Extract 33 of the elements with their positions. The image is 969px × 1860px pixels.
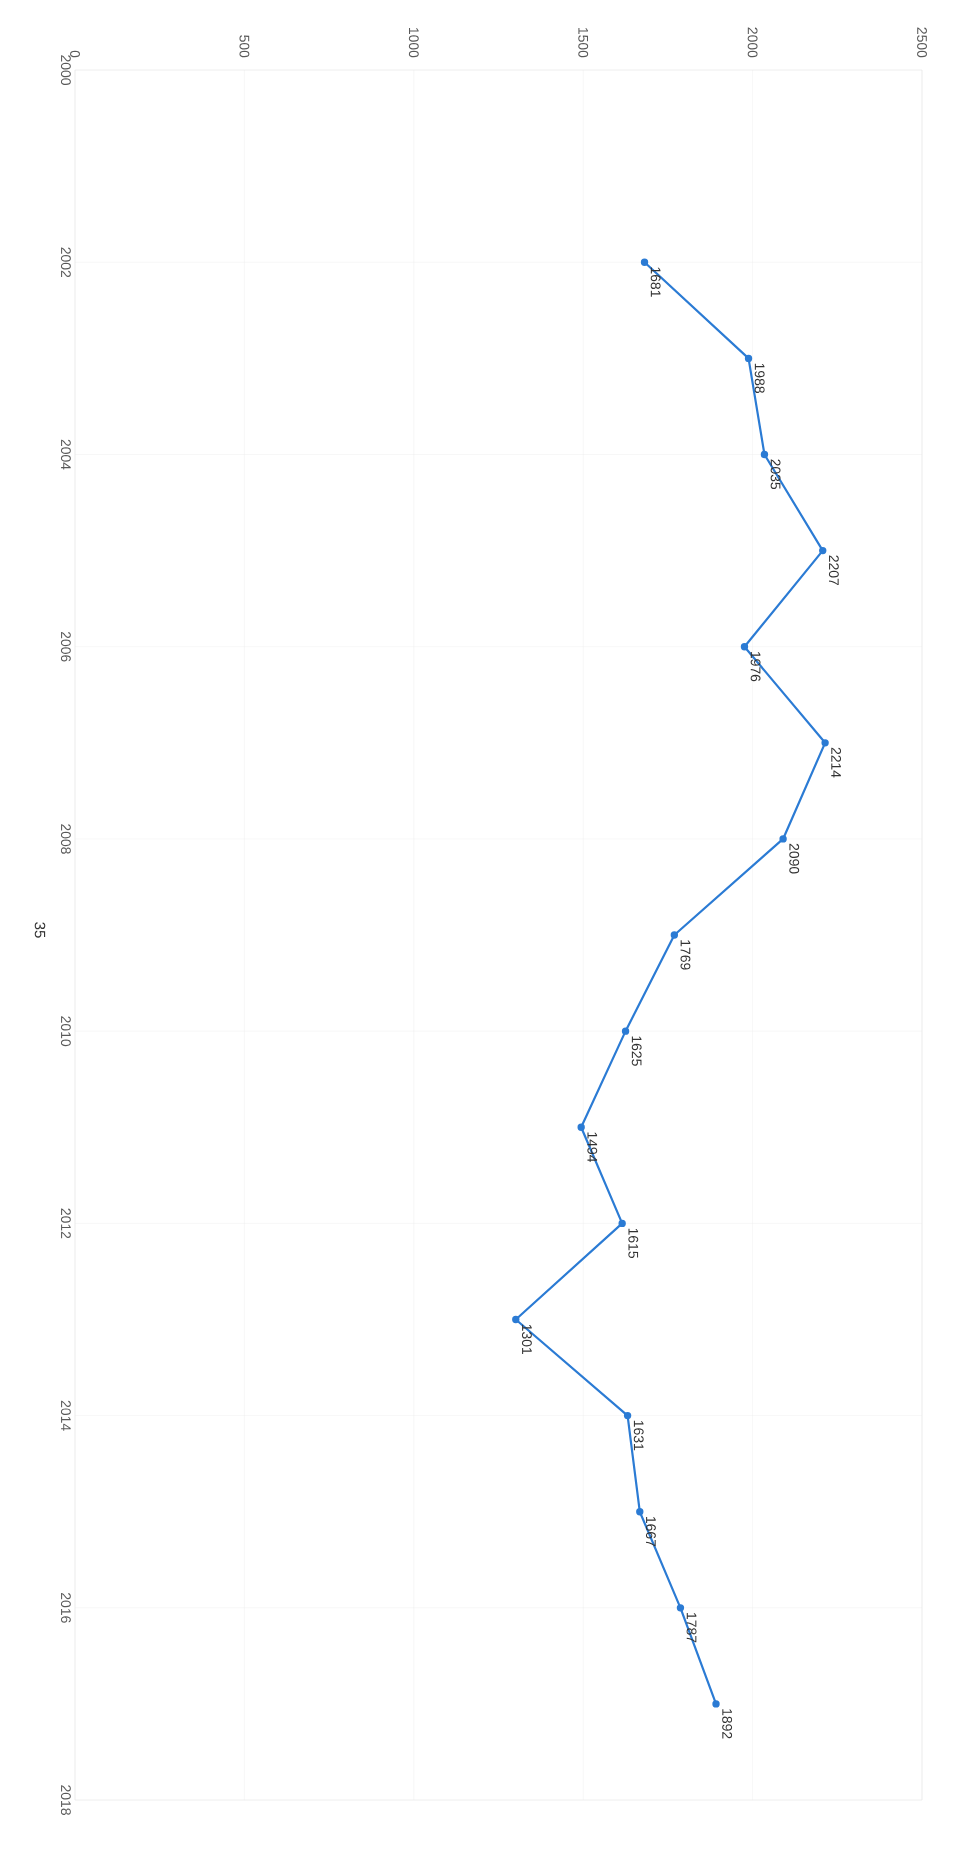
x-tick-label: 500 (239, 35, 250, 58)
y-tick-label: 2018 (60, 1785, 71, 1815)
y-tick-label: 2016 (60, 1593, 71, 1623)
data-label: 1494 (587, 1132, 598, 1163)
data-label: 1667 (645, 1516, 656, 1547)
data-label: 1787 (686, 1613, 697, 1643)
data-label: 1625 (631, 1036, 642, 1066)
y-tick-label: 2010 (60, 1016, 71, 1047)
y-tick-label: 2006 (60, 631, 71, 662)
y-tick-label: 2002 (60, 247, 71, 278)
y-tick-label: 2000 (60, 55, 71, 86)
data-label: 1976 (750, 651, 761, 682)
y-tick-label: 2008 (60, 824, 71, 854)
data-label: 1301 (521, 1324, 532, 1355)
data-label: 2035 (770, 459, 781, 490)
y-tick-label: 2004 (60, 439, 71, 470)
data-label: 1615 (628, 1228, 639, 1258)
data-label: 1988 (754, 363, 765, 393)
y-tick-label: 2014 (60, 1400, 71, 1431)
x-tick-label: 1500 (578, 27, 589, 58)
data-label: 1631 (633, 1420, 644, 1451)
x-tick-label: 1000 (408, 27, 419, 58)
data-label: 1892 (722, 1709, 733, 1739)
x-tick-label: 2000 (747, 27, 758, 58)
data-label: 1769 (680, 940, 691, 970)
y-tick-label: 2012 (60, 1208, 71, 1239)
data-label: 2090 (789, 843, 800, 874)
text: 35 (34, 922, 46, 938)
data-label: 2207 (828, 555, 839, 586)
x-tick-label: 2500 (917, 27, 927, 58)
x-tick-label: 0 (70, 50, 80, 58)
data-label: 2214 (831, 747, 842, 778)
data-label: 1681 (650, 267, 661, 297)
